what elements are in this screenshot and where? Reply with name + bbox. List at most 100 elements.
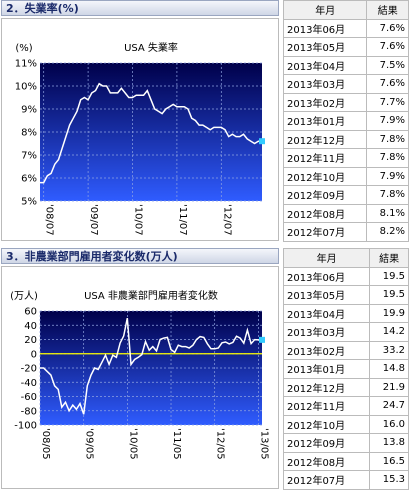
table-row: 2012年08月 16.5 bbox=[282, 451, 409, 471]
chart-title: USA 非農業部門雇用者変化数 bbox=[84, 289, 218, 302]
x-tick-label: '09/07 bbox=[88, 204, 99, 236]
table-row: 2013年06月 7.6% bbox=[282, 18, 409, 38]
table-cell: 2013年01月 bbox=[282, 359, 371, 379]
table-cell: 21.9 bbox=[369, 377, 409, 397]
table-cell: 2013年06月 bbox=[282, 266, 371, 286]
last-point-marker bbox=[259, 336, 265, 343]
table-cell: 19.5 bbox=[369, 285, 409, 305]
table-header-cell: 年月 bbox=[282, 0, 368, 20]
table-row: 2012年09月 13.8 bbox=[282, 433, 409, 453]
table-cell: 7.6% bbox=[366, 18, 409, 38]
table-row: 2012年07月 15.3 bbox=[282, 470, 409, 490]
table-row: 2012年11月 24.7 bbox=[282, 396, 409, 416]
table-row: 2013年04月 19.9 bbox=[282, 303, 409, 323]
x-tick-label: '08/07 bbox=[44, 204, 55, 236]
table-row: 2012年12月 21.9 bbox=[282, 377, 409, 397]
x-tick-label: '10/05 bbox=[127, 428, 138, 460]
table-row: 2012年09月 7.8% bbox=[282, 185, 409, 205]
table-cell: 2012年09月 bbox=[282, 185, 368, 205]
table-cell: 8.1% bbox=[366, 203, 409, 223]
table-cell: 16.0 bbox=[369, 414, 409, 434]
table-cell: 2013年02月 bbox=[282, 340, 371, 360]
table-row: 2013年01月 14.8 bbox=[282, 359, 409, 379]
y-tick-label: 0 bbox=[31, 349, 37, 360]
table-cell: 2012年07月 bbox=[282, 222, 368, 242]
table-row: 2012年12月 7.8% bbox=[282, 129, 409, 149]
table-cell: 2013年02月 bbox=[282, 92, 368, 112]
table-cell: 24.7 bbox=[369, 396, 409, 416]
table-row: 2012年10月 16.0 bbox=[282, 414, 409, 434]
y-tick-label: -20 bbox=[21, 364, 37, 375]
table-header-row: 年月 結果 bbox=[282, 0, 409, 20]
chart-box: USA 非農業部門雇用者変化数 (万人) -100 -80 -60 -40 -20 0 20 40… bbox=[1, 266, 279, 489]
table-cell: 2012年10月 bbox=[282, 166, 368, 186]
table-cell: 2012年07月 bbox=[282, 470, 371, 490]
y-tick-label: -60 bbox=[21, 392, 37, 403]
table-cell: 15.3 bbox=[369, 470, 409, 490]
table-cell: 7.8% bbox=[366, 185, 409, 205]
y-axis-label: (%) bbox=[15, 43, 32, 54]
table-cell: 2012年08月 bbox=[282, 451, 371, 471]
table-cell: 2013年03月 bbox=[282, 74, 368, 94]
y-tick-label: 7% bbox=[21, 151, 37, 162]
table-cell: 7.8% bbox=[366, 148, 409, 168]
table-cell: 7.7% bbox=[366, 92, 409, 112]
table-cell: 8.2% bbox=[366, 222, 409, 242]
data-line bbox=[40, 317, 262, 415]
y-tick-label: 5% bbox=[21, 197, 37, 208]
table-header-cell: 年月 bbox=[282, 248, 371, 268]
table-cell: 2013年05月 bbox=[282, 285, 371, 305]
panel: 3．非農業部門雇用者変化数(万人) 年月 結果 2013年06月 19.5 2013年05… bbox=[0, 248, 410, 490]
y-tick-label: -80 bbox=[21, 406, 37, 417]
table-cell: 7.6% bbox=[366, 74, 409, 94]
table-cell: 7.5% bbox=[366, 55, 409, 75]
table-row: 2013年03月 14.2 bbox=[282, 322, 409, 342]
table-cell: 2012年11月 bbox=[282, 148, 368, 168]
table-row: 2012年10月 7.9% bbox=[282, 166, 409, 186]
table-header-cell: 結果 bbox=[369, 248, 409, 268]
table-row: 2013年05月 7.6% bbox=[282, 37, 409, 57]
chart-box: USA 失業率 (%) 5% 6% 7% 8% 9% 10% 11% '08/07 '09/07 '1… bbox=[1, 18, 279, 241]
table-row: 2013年03月 7.6% bbox=[282, 74, 409, 94]
panel: 2．失業率(%) 年月 結果 2013年06月 7.6% 2013年05月 7.6% 2013… bbox=[0, 0, 410, 242]
table-row: 2013年01月 7.9% bbox=[282, 111, 409, 131]
table-cell: 7.6% bbox=[366, 37, 409, 57]
table-row: 2013年04月 7.5% bbox=[282, 55, 409, 75]
table-cell: 2013年01月 bbox=[282, 111, 368, 131]
x-tick-label: '12/07 bbox=[221, 204, 232, 236]
chart: USA 失業率 (%) 5% 6% 7% 8% 9% 10% 11% '08/07 '09/07 '1… bbox=[15, 41, 265, 236]
table-cell: 13.8 bbox=[369, 433, 409, 453]
data-line bbox=[40, 82, 262, 184]
panel-heading: 2．失業率(%) bbox=[1, 0, 279, 16]
table-row: 2013年06月 19.5 bbox=[282, 266, 409, 286]
last-point-marker bbox=[259, 138, 265, 145]
table-cell: 2013年04月 bbox=[282, 303, 371, 323]
y-tick-label: 9% bbox=[21, 105, 37, 116]
table-cell: 7.9% bbox=[366, 111, 409, 131]
table-row: 2012年11月 7.8% bbox=[282, 148, 409, 168]
x-tick-label: '13/05 bbox=[258, 428, 269, 460]
y-tick-label: -40 bbox=[21, 378, 37, 389]
y-tick-label: 8% bbox=[21, 128, 37, 139]
table-cell: 19.5 bbox=[369, 266, 409, 286]
table-row: 2012年08月 8.1% bbox=[282, 203, 409, 223]
table-cell: 2013年03月 bbox=[282, 322, 371, 342]
table-cell: 2012年11月 bbox=[282, 396, 371, 416]
result-table: 年月 結果 2013年06月 7.6% 2013年05月 7.6% 2013年04月 7.5%… bbox=[282, 0, 409, 242]
table-cell: 2012年12月 bbox=[282, 129, 368, 149]
table-cell: 2012年09月 bbox=[282, 433, 371, 453]
y-tick-label: 40 bbox=[24, 321, 37, 332]
y-tick-label: 11% bbox=[15, 59, 37, 70]
x-tick-label: '12/05 bbox=[215, 428, 226, 460]
y-tick-label: 6% bbox=[21, 174, 37, 185]
panel-heading: 3．非農業部門雇用者変化数(万人) bbox=[1, 248, 279, 264]
table-cell: 33.2 bbox=[369, 340, 409, 360]
table-cell: 2012年12月 bbox=[282, 377, 371, 397]
chart-title: USA 失業率 bbox=[124, 41, 178, 54]
table-row: 2013年02月 7.7% bbox=[282, 92, 409, 112]
y-tick-label: 10% bbox=[15, 82, 37, 93]
table-cell: 2013年04月 bbox=[282, 55, 368, 75]
table-cell: 2013年05月 bbox=[282, 37, 368, 57]
table-row: 2013年02月 33.2 bbox=[282, 340, 409, 360]
